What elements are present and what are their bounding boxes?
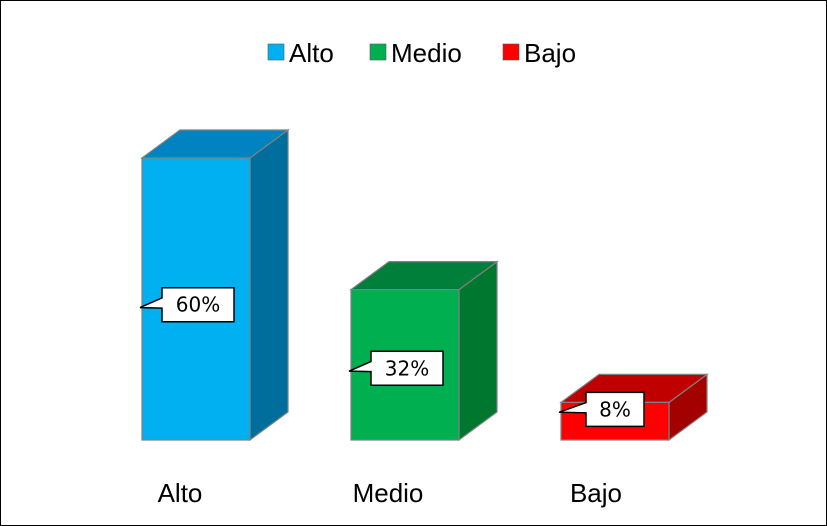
data-label-text-alto: 60% <box>176 293 220 317</box>
category-labels: Alto Medio Bajo <box>158 478 622 508</box>
legend-label-alto: Alto <box>289 38 334 68</box>
legend-swatch-medio <box>369 43 387 61</box>
data-label-text-bajo: 8% <box>599 397 631 421</box>
category-label-medio: Medio <box>353 478 424 508</box>
category-label-alto: Alto <box>158 478 203 508</box>
data-label-box-bajo <box>558 391 645 428</box>
bar-alto <box>140 128 290 442</box>
legend-swatch-alto <box>267 43 285 61</box>
data-label-bajo: 8% <box>558 391 645 428</box>
data-label-text-medio: 32% <box>385 356 429 380</box>
bar-side-alto <box>249 128 289 442</box>
data-label-box-medio <box>348 350 444 387</box>
legend: Alto Medio Bajo <box>267 38 576 68</box>
legend-swatch-bajo <box>502 43 520 61</box>
category-label-bajo: Bajo <box>570 478 622 508</box>
data-labels: 60% 32% 8% <box>139 286 645 428</box>
legend-label-bajo: Bajo <box>524 38 576 68</box>
data-label-box-alto <box>139 286 235 323</box>
legend-label-medio: Medio <box>391 38 462 68</box>
data-label-alto: 60% <box>139 286 235 323</box>
data-label-medio: 32% <box>348 350 444 387</box>
bar-side-medio <box>458 260 498 442</box>
